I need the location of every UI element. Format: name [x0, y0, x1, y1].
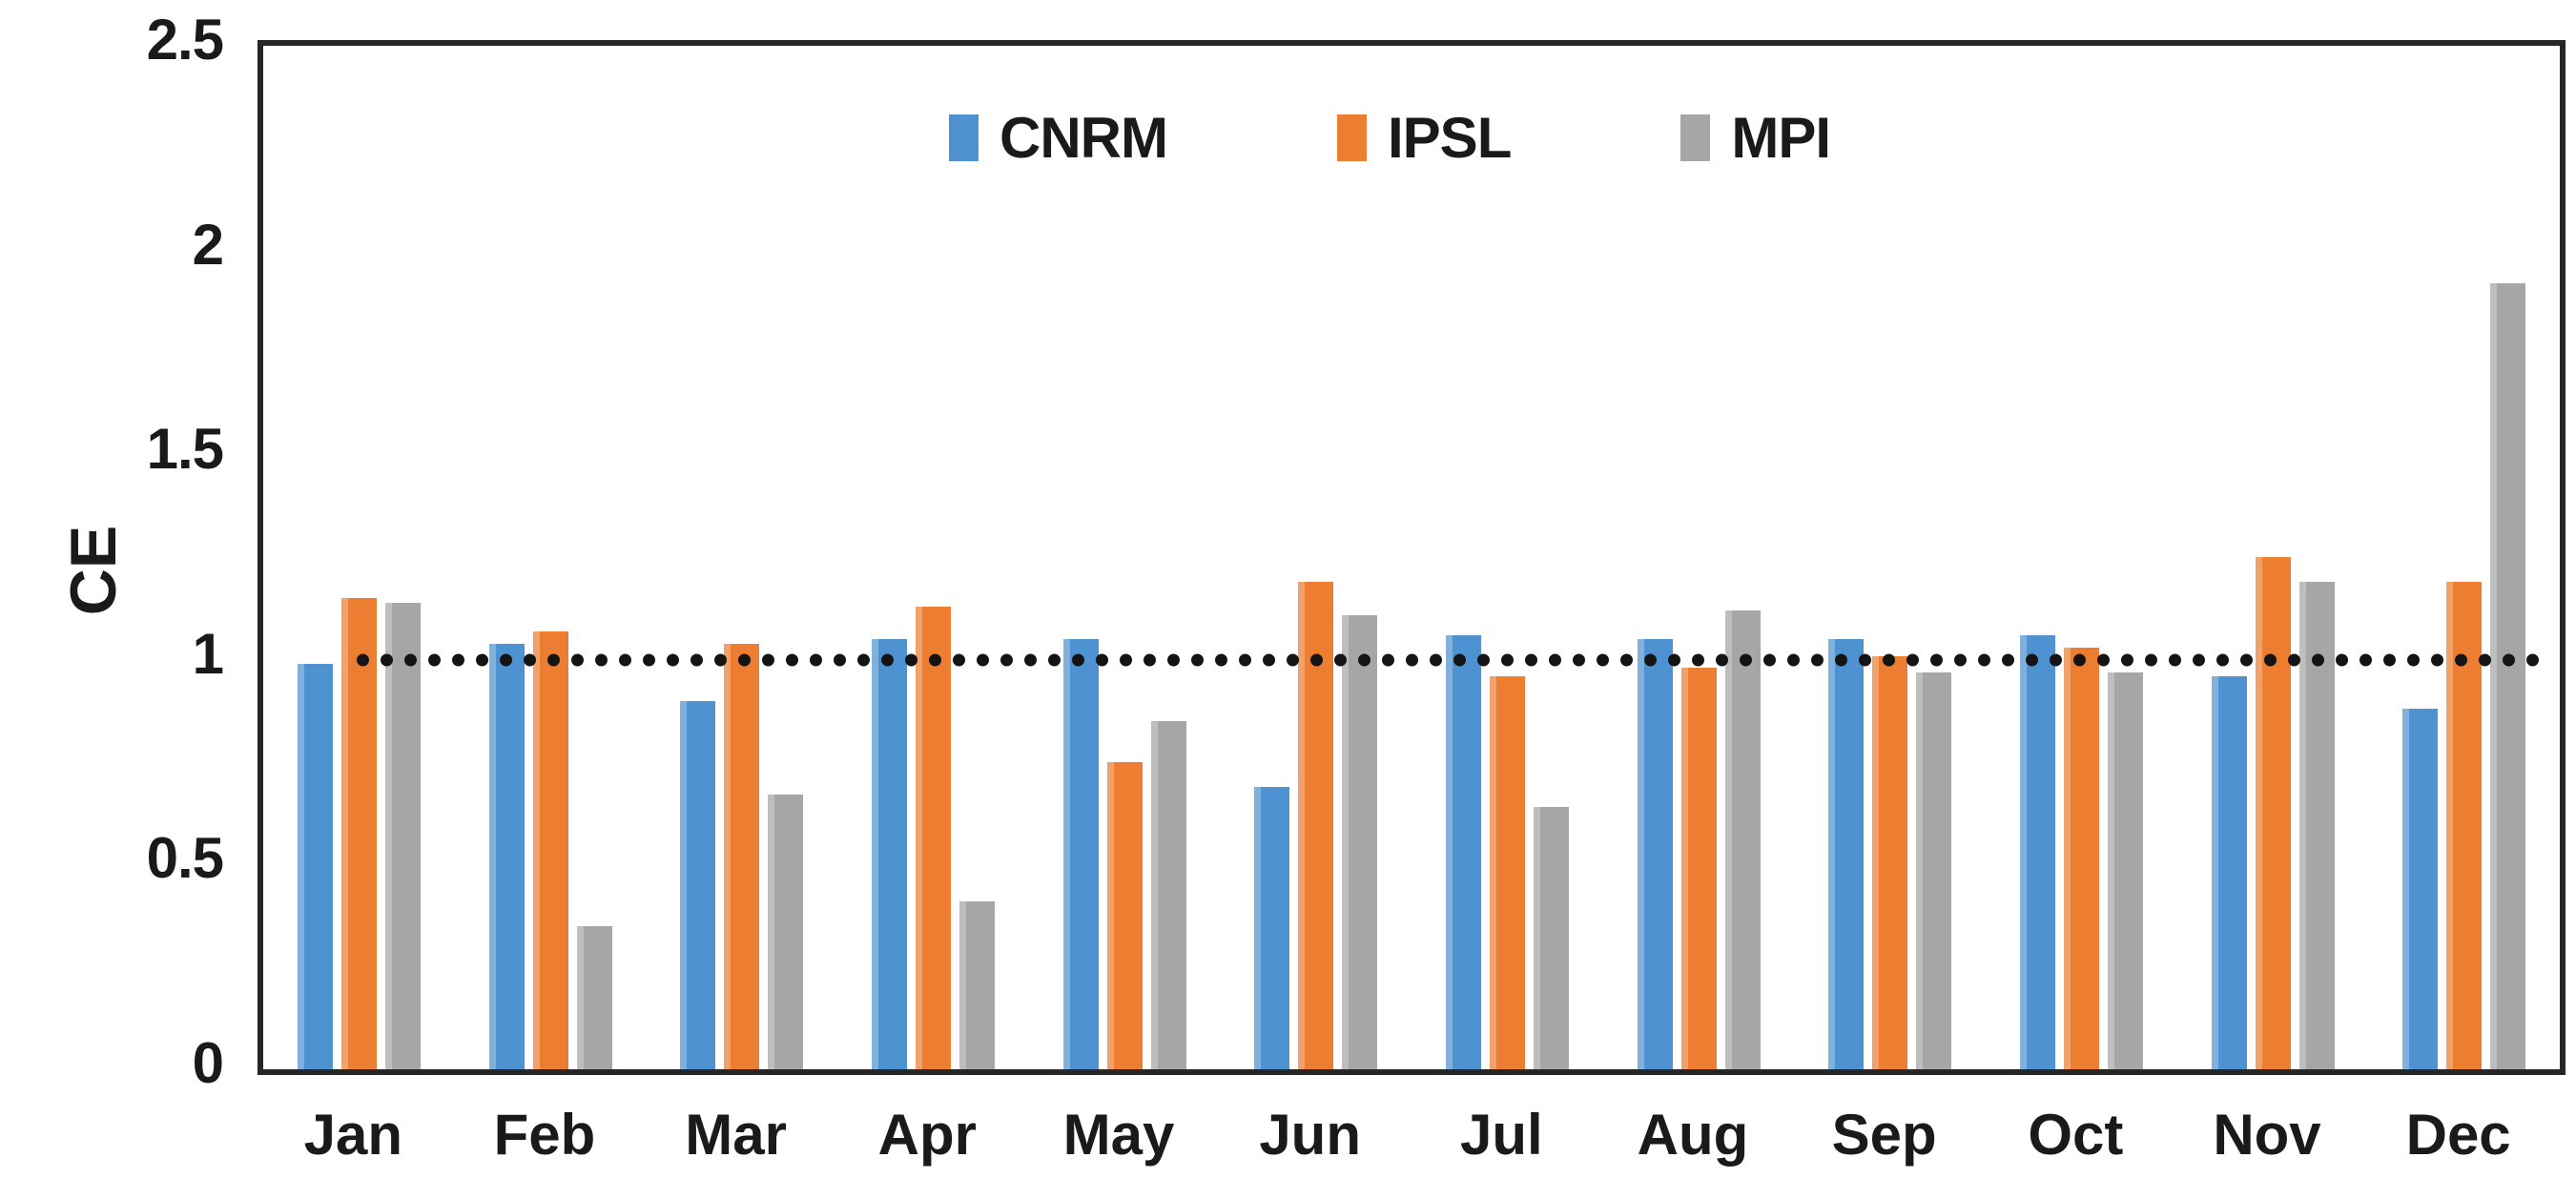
bar-cnrm-mar [680, 701, 716, 1069]
legend-label-mpi: MPI [1731, 106, 1831, 170]
bar-ipsl-may [1106, 762, 1143, 1069]
bar-mpi-jun [1342, 615, 1378, 1069]
x-tick-label-aug: Aug [1637, 1103, 1749, 1167]
bar-group-mar [680, 46, 804, 1069]
bar-cnrm-nov [2211, 676, 2247, 1069]
legend: CNRM IPSL MPI [949, 105, 1831, 171]
bar-cnrm-oct [2019, 635, 2055, 1069]
bar-ipsl-jan [340, 598, 377, 1069]
legend-label-cnrm: CNRM [999, 106, 1168, 170]
y-tick-label-1: 1 [192, 621, 224, 686]
bar-ipsl-nov [2255, 557, 2291, 1069]
bar-cnrm-feb [488, 644, 525, 1069]
legend-swatch-ipsl [1336, 114, 1367, 161]
bar-mpi-mar [768, 795, 804, 1069]
bar-ipsl-jul [1489, 676, 1525, 1069]
bar-ipsl-mar [724, 644, 760, 1069]
bar-cnrm-apr [871, 639, 907, 1069]
bar-group-sep [1828, 46, 1952, 1069]
x-tick-label-nov: Nov [2213, 1103, 2321, 1167]
bar-mpi-dec [2490, 283, 2526, 1069]
bar-cnrm-aug [1637, 639, 1673, 1069]
plot-area [258, 40, 2566, 1075]
legend-swatch-cnrm [949, 114, 979, 161]
bar-mpi-apr [958, 901, 995, 1069]
bar-group-jul [1445, 46, 1569, 1069]
bar-mpi-jan [384, 603, 421, 1069]
legend-item-mpi: MPI [1680, 105, 1831, 171]
legend-item-ipsl: IPSL [1336, 105, 1512, 171]
bar-mpi-may [1150, 721, 1186, 1069]
bar-group-jan [297, 46, 421, 1069]
x-tick-label-sep: Sep [1831, 1103, 1937, 1167]
bar-mpi-jul [1533, 807, 1569, 1069]
bar-mpi-feb [576, 926, 612, 1069]
bar-group-jun [1254, 46, 1378, 1069]
x-tick-label-jan: Jan [303, 1103, 403, 1167]
x-tick-label-may: May [1062, 1103, 1175, 1167]
y-tick-label-0: 0 [192, 1031, 224, 1095]
bar-ipsl-aug [1680, 668, 1717, 1069]
bar-cnrm-jan [297, 664, 333, 1069]
y-tick-label-1.5: 1.5 [146, 417, 224, 482]
bar-cnrm-jun [1254, 787, 1290, 1069]
y-tick-label-2: 2 [192, 212, 224, 277]
bar-cnrm-sep [1828, 639, 1865, 1069]
x-tick-label-feb: Feb [493, 1103, 596, 1167]
bar-ipsl-feb [532, 631, 568, 1069]
bar-mpi-oct [2107, 672, 2143, 1069]
bar-group-aug [1637, 46, 1761, 1069]
bar-ipsl-sep [1872, 656, 1908, 1069]
bar-cnrm-may [1062, 639, 1099, 1069]
bar-group-feb [488, 46, 612, 1069]
x-tick-label-mar: Mar [685, 1103, 787, 1167]
x-tick-label-apr: Apr [877, 1103, 977, 1167]
legend-label-ipsl: IPSL [1387, 106, 1512, 170]
bar-mpi-sep [1916, 672, 1952, 1069]
x-tick-label-jul: Jul [1459, 1103, 1543, 1167]
bar-cnrm-dec [2402, 709, 2439, 1069]
bar-group-apr [871, 46, 995, 1069]
bar-group-may [1062, 46, 1186, 1069]
x-tick-label-dec: Dec [2405, 1103, 2511, 1167]
bar-group-dec [2402, 46, 2526, 1069]
y-tick-label-2.5: 2.5 [146, 8, 224, 72]
x-tick-label-jun: Jun [1259, 1103, 1361, 1167]
bar-group-nov [2211, 46, 2335, 1069]
bar-group-oct [2019, 46, 2143, 1069]
bar-ipsl-apr [915, 607, 951, 1069]
legend-swatch-mpi [1680, 114, 1711, 161]
reference-line-y1 [351, 652, 2548, 667]
y-tick-label-0.5: 0.5 [146, 826, 224, 891]
legend-item-cnrm: CNRM [949, 105, 1168, 171]
bar-mpi-aug [1724, 610, 1761, 1069]
bar-cnrm-jul [1445, 635, 1481, 1069]
x-tick-label-oct: Oct [2028, 1103, 2124, 1167]
bar-ipsl-oct [2063, 648, 2099, 1069]
